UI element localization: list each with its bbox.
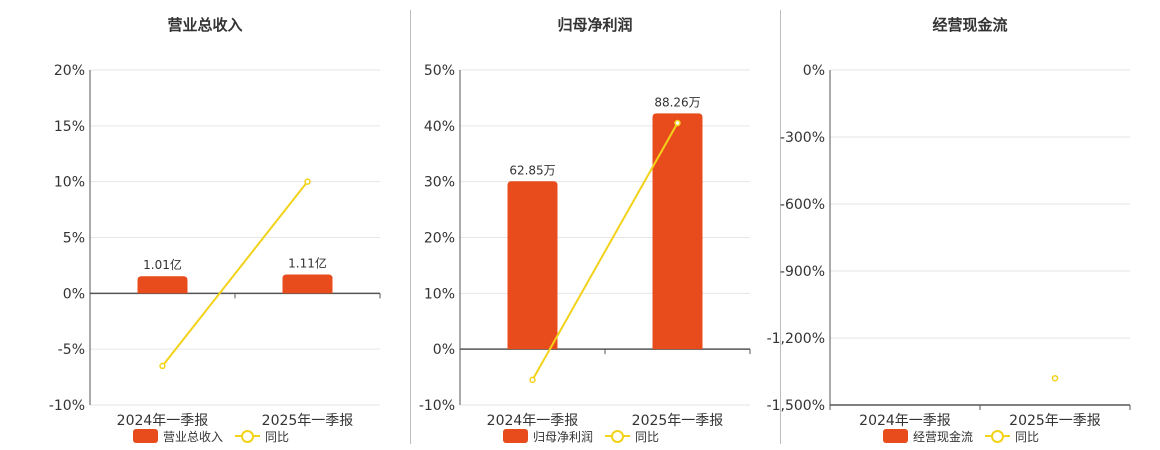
x-tick-label: 2025年一季报 bbox=[632, 413, 724, 429]
divider bbox=[410, 10, 411, 444]
legend-bar-label: 营业总收入 bbox=[163, 429, 224, 444]
y-tick-label: 0% bbox=[803, 63, 825, 79]
chart-plot: 50% 40% 30% 20% 10% 0% -10% 2024年一季报 2025年一季报 62.… bbox=[419, 63, 751, 429]
legend-line-label: 同比 bbox=[1015, 429, 1040, 444]
bar bbox=[137, 276, 188, 294]
chart-title: 营业总收入 bbox=[167, 16, 243, 34]
y-tick-label: -600% bbox=[780, 197, 825, 213]
legend-bar-swatch bbox=[133, 429, 158, 443]
legend-bar-label: 经营现金流 bbox=[913, 429, 974, 444]
legend-bar-label: 归母净利润 bbox=[533, 429, 594, 444]
chart-panel-revenue: 营业总收入 20% 15% 10% 5% 0% -5% -10% 2024年一季报 2025年一… bbox=[0, 0, 410, 450]
y-tick-label: -300% bbox=[780, 130, 825, 146]
legend: 营业总收入 同比 bbox=[133, 428, 289, 444]
y-tick-label: -5% bbox=[58, 342, 85, 358]
y-tick-label: 10% bbox=[424, 286, 455, 302]
chart-title: 归母净利润 bbox=[557, 16, 633, 34]
bar-data-label: 1.01亿 bbox=[143, 257, 182, 272]
bar bbox=[652, 113, 703, 350]
x-tick-label: 2025年一季报 bbox=[262, 413, 354, 429]
y-tick-label: -1,500% bbox=[767, 398, 825, 414]
chart-plot: 0% -300% -600% -900% -1,200% -1,500% 2024年一季报 2… bbox=[767, 63, 1131, 429]
legend-bar-swatch bbox=[883, 429, 908, 443]
line-point bbox=[304, 178, 311, 185]
bar bbox=[507, 181, 558, 350]
chart-panel-cashflow: 经营现金流 0% -300% -600% -900% -1,200% -1,500% 202… bbox=[740, 0, 1160, 450]
chart-panel-net-profit: 归母净利润 50% 40% 30% 20% 10% 0% -10% 2024年一季报 2025年… bbox=[370, 0, 780, 450]
y-tick-label: 0% bbox=[433, 342, 455, 358]
divider bbox=[780, 10, 781, 444]
x-tick-label: 2024年一季报 bbox=[117, 413, 209, 429]
legend-line-label: 同比 bbox=[265, 429, 290, 444]
legend-line-swatch bbox=[605, 429, 631, 443]
y-tick-label: 40% bbox=[424, 119, 455, 135]
bar-data-label: 88.26万 bbox=[654, 95, 700, 109]
bar-data-label: 1.11亿 bbox=[288, 256, 327, 271]
legend-line-swatch bbox=[985, 429, 1011, 443]
y-tick-label: 0% bbox=[63, 286, 85, 302]
chart-title: 经营现金流 bbox=[932, 16, 1008, 34]
legend-line-swatch bbox=[235, 429, 261, 443]
legend: 经营现金流 同比 bbox=[883, 428, 1039, 444]
x-tick-label: 2025年一季报 bbox=[1009, 413, 1101, 429]
y-tick-label: 50% bbox=[424, 63, 455, 79]
line-point bbox=[159, 362, 166, 370]
y-tick-label: 20% bbox=[54, 63, 85, 79]
y-tick-label: 5% bbox=[63, 231, 85, 247]
line-series bbox=[531, 122, 679, 381]
y-tick-label: -10% bbox=[419, 398, 455, 414]
bar-data-label: 62.85万 bbox=[509, 163, 555, 177]
y-tick-label: 20% bbox=[424, 231, 455, 247]
chart-plot: 20% 15% 10% 5% 0% -5% -10% 2024年一季报 2025年一季报 1.01… bbox=[49, 63, 381, 429]
y-tick-label: 30% bbox=[424, 175, 455, 191]
x-tick-label: 2024年一季报 bbox=[487, 413, 579, 429]
line-series bbox=[161, 181, 309, 367]
y-tick-label: -900% bbox=[780, 264, 825, 280]
y-tick-label: 15% bbox=[54, 119, 85, 135]
y-tick-label: -10% bbox=[49, 398, 85, 414]
legend-line-label: 同比 bbox=[635, 429, 660, 444]
legend-bar-swatch bbox=[503, 429, 528, 443]
line-point bbox=[674, 119, 681, 127]
line-point bbox=[529, 376, 536, 384]
y-tick-label: 10% bbox=[54, 175, 85, 191]
line-point bbox=[1051, 374, 1059, 382]
legend: 归母净利润 同比 bbox=[503, 428, 659, 444]
x-tick-label: 2024年一季报 bbox=[859, 413, 951, 429]
bar bbox=[282, 274, 333, 294]
y-tick-label: -1,200% bbox=[767, 331, 825, 347]
